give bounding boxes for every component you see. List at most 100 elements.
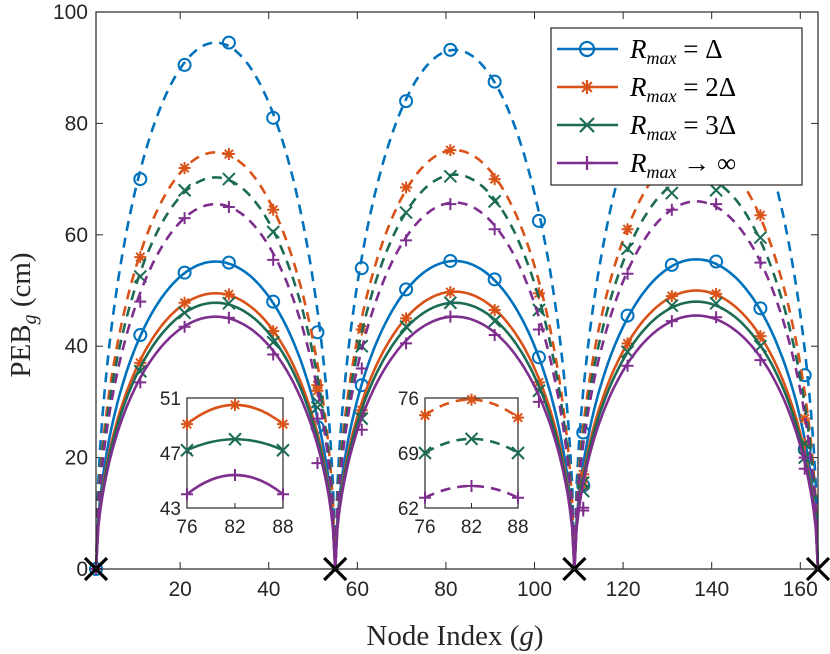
plus-marker <box>710 198 723 211</box>
inset-frame <box>186 397 284 509</box>
y-tick-label: 80 <box>65 112 88 135</box>
circle-marker <box>266 294 281 309</box>
asterisk-marker <box>181 418 193 431</box>
plus-marker <box>311 412 324 425</box>
circle-marker <box>177 57 192 72</box>
inset-y-tick-label: 43 <box>160 499 181 520</box>
circle-marker <box>133 328 148 343</box>
x-marker <box>709 296 723 311</box>
circle-marker <box>221 255 236 270</box>
inset-x-tick-label: 88 <box>507 517 528 538</box>
asterisk-marker <box>621 337 634 350</box>
asterisk-marker <box>444 286 457 299</box>
series-solid-line <box>573 314 820 570</box>
x-marker <box>511 446 525 460</box>
asterisk-marker <box>444 144 457 157</box>
legend-label: Rmax → ∞ <box>629 148 736 182</box>
plus-marker <box>580 156 594 170</box>
x-marker <box>180 443 194 457</box>
asterisk-marker <box>178 161 191 174</box>
plus-marker <box>621 359 634 372</box>
x-marker <box>753 230 768 245</box>
asterisk-marker <box>419 409 431 422</box>
plus-marker <box>532 323 545 336</box>
x-marker <box>133 364 148 378</box>
plus-marker <box>311 457 324 470</box>
circle-marker <box>266 110 281 125</box>
asterisk-marker <box>580 80 594 94</box>
plus-marker <box>665 315 678 328</box>
plus-marker <box>444 198 457 211</box>
x-marker <box>709 183 723 197</box>
series-dashed-line <box>94 41 337 570</box>
plus-marker <box>488 329 501 342</box>
x-marker <box>228 432 242 446</box>
plus-marker <box>222 311 235 324</box>
asterisk-marker <box>512 411 524 424</box>
series-3 <box>90 198 820 575</box>
plus-marker <box>222 200 235 213</box>
series-solid-line <box>333 301 576 570</box>
x-tick-label: 60 <box>346 578 369 601</box>
plus-marker <box>577 501 590 514</box>
inset-series-line <box>424 398 519 419</box>
x-marker <box>665 298 679 313</box>
series-solid-line <box>573 257 820 570</box>
x-marker <box>222 296 236 311</box>
x-tick-label: 140 <box>694 578 729 601</box>
series-solid-line <box>573 300 820 570</box>
plus-marker <box>419 491 431 504</box>
series-dashed-line <box>573 200 820 570</box>
plus-marker <box>488 223 501 236</box>
circle-marker <box>399 282 414 297</box>
y-tick-label: 100 <box>53 1 88 24</box>
x-marker <box>532 303 546 317</box>
plus-marker <box>532 395 545 408</box>
circle-marker <box>487 74 502 89</box>
circle-marker <box>531 213 546 228</box>
asterisk-marker <box>311 384 324 397</box>
asterisk-marker <box>754 209 767 222</box>
series-dashed-line <box>573 147 820 570</box>
x-marker <box>399 205 413 220</box>
asterisk-marker <box>267 325 280 338</box>
inset-series-line <box>424 437 519 455</box>
series-dashed-line <box>333 173 576 570</box>
asterisk-marker <box>532 287 545 300</box>
asterisk-marker <box>665 290 678 303</box>
asterisk-marker <box>229 398 241 411</box>
series-dashed-line <box>573 44 820 570</box>
x-marker <box>418 446 432 460</box>
asterisk-marker <box>465 393 478 406</box>
x-marker <box>310 395 325 409</box>
series-solid-line <box>94 315 337 570</box>
x-axis-label: Node Index (g) <box>366 620 543 652</box>
series-solid-line <box>94 260 337 570</box>
x-marker <box>177 306 192 320</box>
plus-marker <box>798 462 811 475</box>
plus-marker <box>178 212 191 225</box>
circle-marker <box>487 272 502 287</box>
circle-marker <box>399 94 414 109</box>
inset-x-tick-label: 82 <box>224 517 245 538</box>
asterisk-marker <box>222 148 235 161</box>
legend-label: Rmax = Δ <box>629 34 723 68</box>
circle-marker <box>354 261 369 276</box>
legend-label: Rmax = 2Δ <box>629 72 736 106</box>
plus-marker <box>710 311 723 324</box>
x-marker <box>222 172 236 186</box>
inset-y-tick-label: 51 <box>160 389 181 410</box>
y-tick-label: 60 <box>65 224 88 247</box>
plot-frame <box>95 11 819 570</box>
inset-y-tick-label: 76 <box>398 389 419 410</box>
asterisk-marker <box>400 312 413 325</box>
series-dashed-line <box>333 48 576 570</box>
plus-marker <box>355 362 368 375</box>
circle-marker <box>709 254 724 269</box>
y-tick-label: 0 <box>76 558 88 581</box>
plus-marker <box>267 253 280 266</box>
x-marker <box>177 183 192 197</box>
asterisk-marker <box>532 376 545 389</box>
asterisk-marker <box>277 418 289 431</box>
plus-marker <box>229 469 241 481</box>
